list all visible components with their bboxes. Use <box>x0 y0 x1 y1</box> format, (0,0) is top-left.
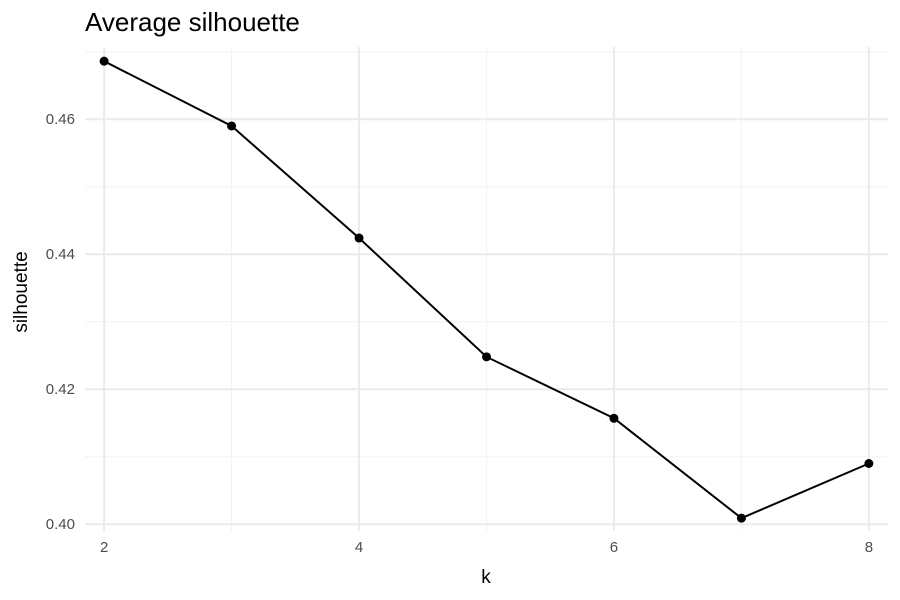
x-tick-label: 4 <box>355 539 363 556</box>
data-point <box>99 56 109 66</box>
data-point <box>864 458 874 468</box>
data-point <box>736 513 746 523</box>
x-tick-label: 2 <box>100 539 108 556</box>
x-tick-label: 8 <box>865 539 873 556</box>
series <box>99 56 874 523</box>
tick-labels: 0.40 0.42 0.44 0.46 2 4 6 8 <box>46 111 873 556</box>
grid <box>85 47 888 531</box>
y-tick-label: 0.42 <box>46 381 75 398</box>
y-axis-title: silhouette <box>11 251 32 332</box>
data-point <box>482 352 491 362</box>
data-point <box>609 413 619 423</box>
chart-title: Average silhouette <box>85 7 300 37</box>
y-tick-label: 0.44 <box>46 246 75 263</box>
y-tick-label: 0.40 <box>46 516 75 533</box>
x-axis-title: k <box>481 567 491 588</box>
x-tick-label: 6 <box>610 539 618 556</box>
data-point <box>354 233 364 243</box>
y-tick-label: 0.46 <box>46 111 75 128</box>
data-point <box>227 121 237 131</box>
